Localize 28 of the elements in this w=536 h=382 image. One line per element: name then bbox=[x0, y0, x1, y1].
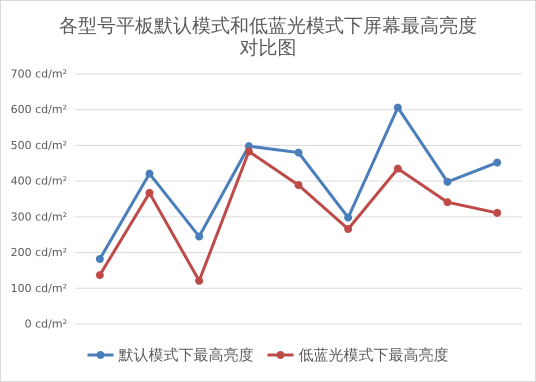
y-tick-label: 700 cd/m² bbox=[10, 68, 67, 80]
point bbox=[195, 232, 204, 240]
point bbox=[294, 181, 302, 190]
point bbox=[294, 148, 302, 157]
y-tick-label: 100 cd/m² bbox=[10, 282, 67, 295]
point bbox=[493, 208, 502, 217]
point bbox=[394, 164, 402, 173]
point bbox=[146, 170, 154, 178]
y-tick-label: 300 cd/m² bbox=[10, 210, 67, 224]
y-tick-label: 600 cd/m² bbox=[10, 103, 67, 116]
point bbox=[444, 198, 452, 206]
y-tick-label: 500 cd/m² bbox=[10, 138, 67, 152]
point bbox=[344, 225, 352, 233]
legend-label: 低蓝光模式下最高亮度 bbox=[298, 346, 448, 364]
y-tick-label: 200 cd/m² bbox=[10, 246, 67, 260]
point bbox=[444, 178, 452, 186]
point bbox=[493, 158, 502, 167]
point bbox=[344, 214, 352, 222]
point bbox=[244, 148, 253, 156]
y-tick-label: 0 cd/m² bbox=[24, 318, 67, 330]
point bbox=[96, 255, 104, 263]
point bbox=[195, 276, 204, 285]
title: 各型号平板默认模式和低蓝光模式下屏幕最高亮度对比图 bbox=[59, 15, 477, 59]
point bbox=[394, 104, 402, 112]
point bbox=[146, 188, 154, 197]
y-tick-label: 400 cd/m² bbox=[10, 174, 67, 188]
legend-label: 默认模式下最高亮度 bbox=[118, 346, 254, 364]
point bbox=[96, 271, 104, 280]
